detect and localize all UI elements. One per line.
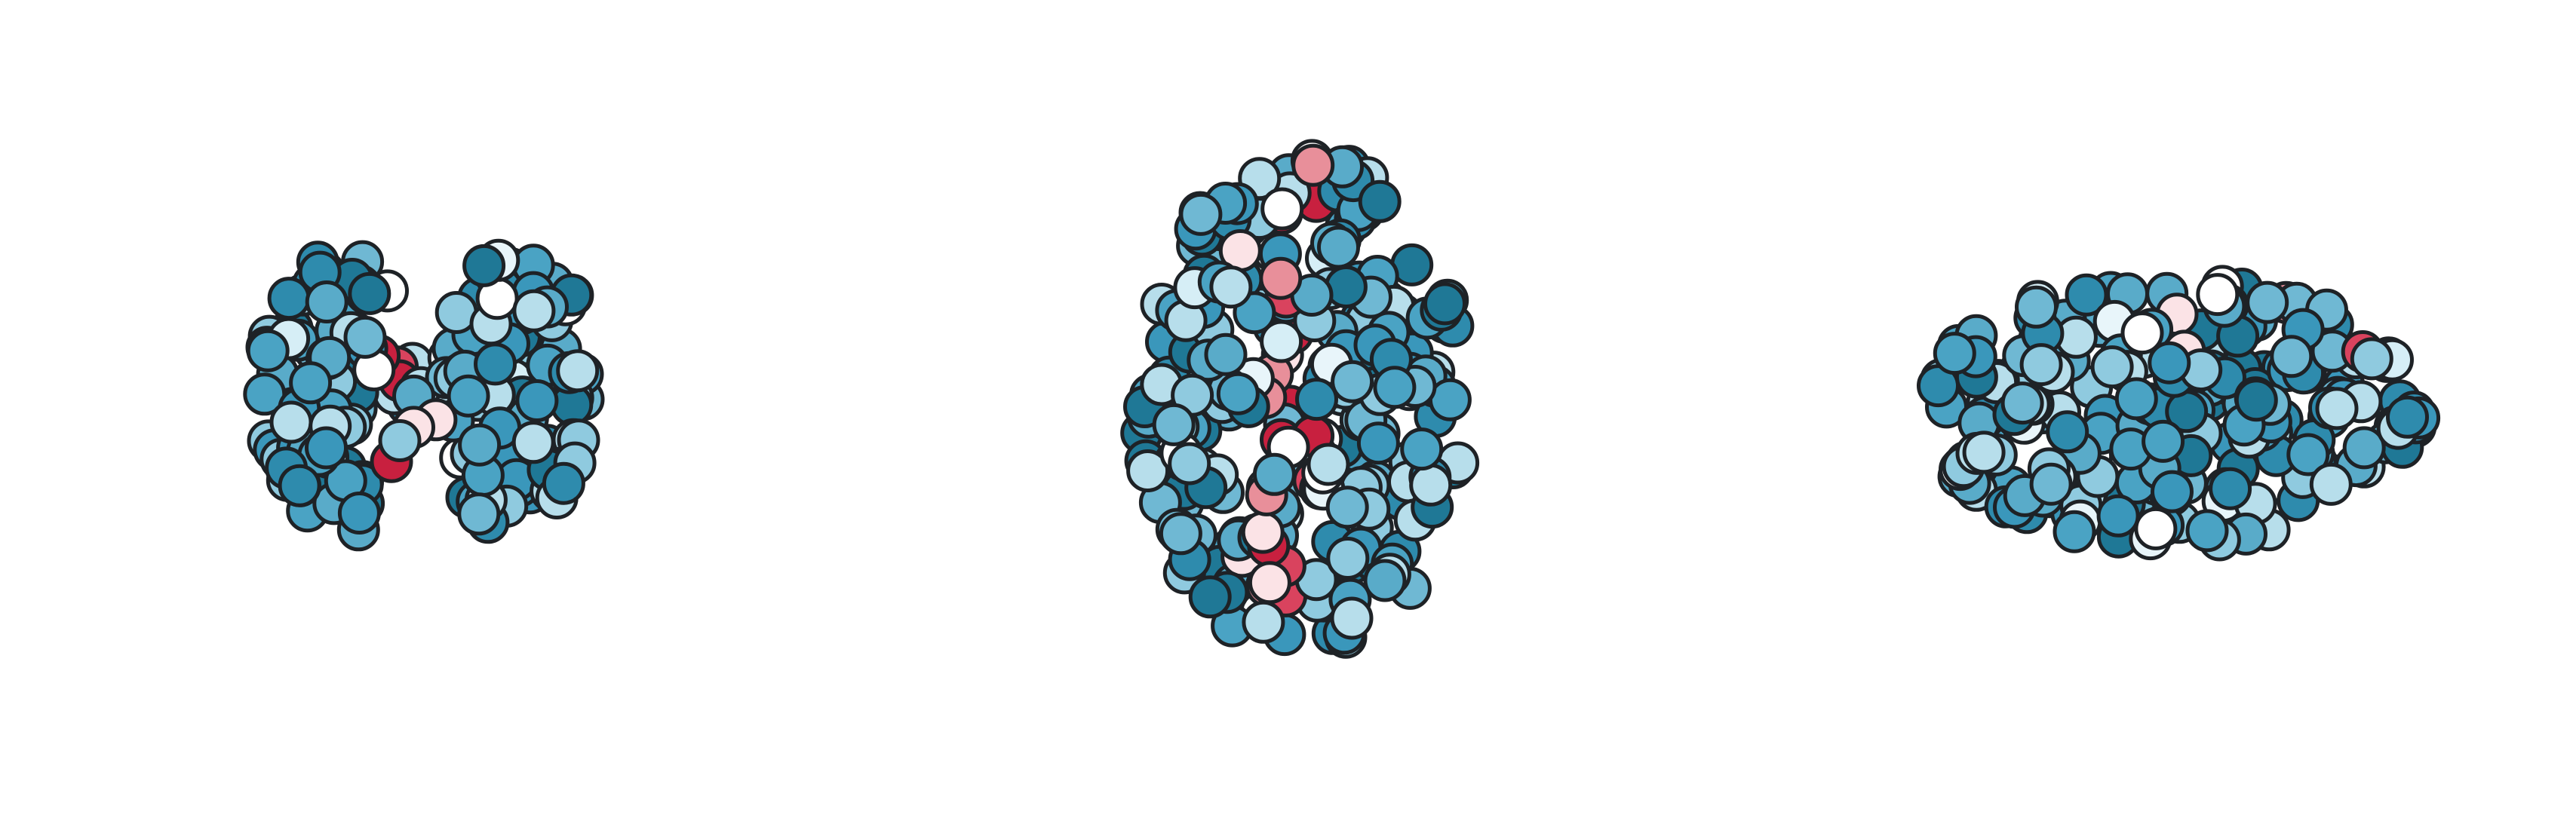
node-marker xyxy=(2151,470,2194,513)
node-marker xyxy=(1400,427,1444,471)
node-marker xyxy=(2315,387,2359,430)
node-marker xyxy=(1260,320,1303,363)
node-marker xyxy=(246,329,290,372)
node-marker xyxy=(1363,559,1407,602)
node-marker xyxy=(2386,395,2429,439)
node-marker xyxy=(2185,509,2229,553)
node-marker xyxy=(2029,462,2073,506)
node-marker xyxy=(1168,442,1211,486)
node-marker xyxy=(1259,256,1303,300)
node-marker xyxy=(542,461,585,505)
node-marker xyxy=(1373,366,1417,409)
node-marker xyxy=(1252,452,1296,496)
node-marker xyxy=(1209,265,1253,309)
node-marker xyxy=(511,421,555,464)
node-marker xyxy=(512,289,556,332)
node-marker xyxy=(1356,421,1400,465)
node-marker xyxy=(2114,377,2158,421)
node-marker xyxy=(1358,179,1402,223)
node-marker xyxy=(458,423,502,467)
node-marker xyxy=(2046,410,2089,454)
node-marker xyxy=(2000,381,2044,425)
node-marker xyxy=(1325,486,1369,529)
node-marker xyxy=(462,244,506,287)
node-marker xyxy=(1204,332,1248,376)
node-marker xyxy=(2134,507,2178,550)
coronal-view xyxy=(243,238,605,552)
node-marker xyxy=(1126,449,1170,492)
node-marker xyxy=(343,315,387,359)
node-marker xyxy=(1306,443,1350,486)
node-marker xyxy=(1179,192,1223,236)
node-marker xyxy=(474,342,517,386)
node-marker xyxy=(1933,332,1976,375)
node-marker xyxy=(2053,510,2096,553)
node-marker xyxy=(457,492,501,536)
node-marker xyxy=(348,271,391,315)
sagittal-view xyxy=(1917,265,2441,562)
node-marker xyxy=(556,349,600,393)
node-marker xyxy=(2148,341,2191,384)
node-marker xyxy=(1242,600,1285,644)
node-marker xyxy=(2234,378,2278,422)
node-marker xyxy=(1295,378,1338,421)
node-marker xyxy=(2342,426,2386,470)
node-marker xyxy=(447,374,490,418)
node-marker xyxy=(378,419,422,462)
node-marker xyxy=(1241,510,1285,554)
node-marker xyxy=(1188,575,1232,619)
node-marker xyxy=(1159,512,1202,556)
node-marker xyxy=(2096,494,2140,538)
node-marker xyxy=(2019,343,2063,387)
node-marker xyxy=(289,361,333,405)
node-marker xyxy=(2286,433,2330,476)
node-marker xyxy=(1331,360,1374,403)
node-marker xyxy=(1962,430,2006,474)
node-marker xyxy=(2142,419,2185,463)
node-marker xyxy=(305,426,348,470)
node-marker xyxy=(1409,463,1453,507)
node-marker xyxy=(2246,280,2289,324)
node-marker xyxy=(515,379,559,422)
node-marker xyxy=(305,280,348,323)
node-marker xyxy=(1330,596,1374,640)
axial-view xyxy=(1120,139,1480,659)
node-marker xyxy=(1291,143,1335,187)
node-marker xyxy=(2196,273,2240,317)
node-marker xyxy=(2015,285,2058,329)
node-marker xyxy=(1423,282,1466,326)
node-marker xyxy=(2090,345,2134,389)
node-marker xyxy=(2120,311,2164,355)
node-marker xyxy=(337,492,381,535)
node-marker xyxy=(1248,561,1291,605)
node-marker xyxy=(1260,187,1304,231)
node-marker xyxy=(269,400,313,444)
node-marker xyxy=(2270,335,2313,378)
node-marker xyxy=(2350,337,2393,381)
node-marker xyxy=(1317,225,1360,269)
node-marker xyxy=(2065,273,2108,317)
node-marker xyxy=(278,464,321,507)
node-marker xyxy=(1216,372,1260,415)
node-marker xyxy=(2209,467,2252,510)
node-marker xyxy=(1152,403,1196,446)
node-marker xyxy=(1326,537,1370,580)
node-marker xyxy=(2309,462,2353,506)
